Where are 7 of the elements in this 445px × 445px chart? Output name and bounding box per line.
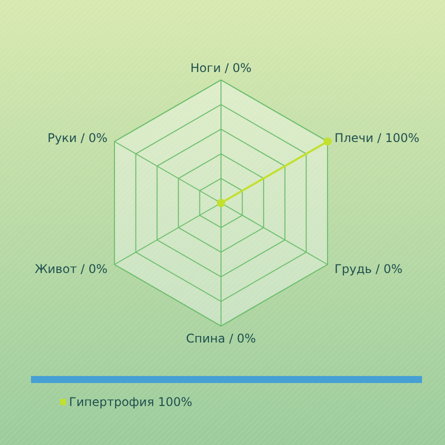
spoke-label: Спина / 0% xyxy=(186,332,256,346)
spoke-label: Ноги / 0% xyxy=(190,61,252,75)
spoke-label: Плечи / 100% xyxy=(334,130,420,145)
legend-label: Гипертрофия 100% xyxy=(69,395,192,409)
spoke-label: Грудь / 0% xyxy=(334,262,403,276)
spoke-label: Руки / 0% xyxy=(47,130,108,145)
spoke-label: Живот / 0% xyxy=(34,262,108,276)
